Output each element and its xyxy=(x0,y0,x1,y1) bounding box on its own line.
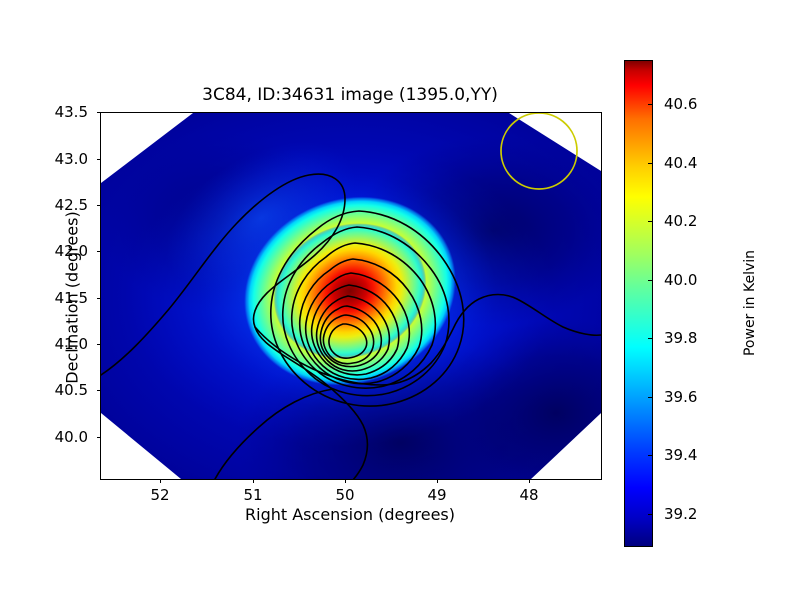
x-tick-label: 52 xyxy=(150,486,170,504)
colorbar-tick-label: 40.4 xyxy=(664,154,698,172)
x-tick-mark xyxy=(345,479,346,483)
colorbar-tick-mark xyxy=(648,338,652,339)
y-tick-label: 40.5 xyxy=(54,381,88,399)
image-plot-axes[interactable] xyxy=(100,112,602,480)
sky-image-map xyxy=(101,113,601,479)
y-tick-mark xyxy=(97,112,101,113)
y-axis-label: Declination (degrees) xyxy=(62,211,82,384)
colorbar-tick-mark xyxy=(648,455,652,456)
colorbar-tick-label: 40.6 xyxy=(664,95,698,113)
x-tick-mark xyxy=(437,479,438,483)
x-tick-label: 48 xyxy=(519,486,539,504)
colorbar-tick-mark xyxy=(648,280,652,281)
y-tick-mark xyxy=(97,437,101,438)
x-tick-label: 50 xyxy=(335,486,355,504)
page-title: 3C84, ID:34631 image (1395.0,YY) xyxy=(202,85,498,105)
x-tick-mark xyxy=(253,479,254,483)
y-tick-label: 40.0 xyxy=(54,428,88,446)
x-tick-mark xyxy=(529,479,530,483)
y-tick-label: 41.0 xyxy=(54,335,88,353)
y-tick-label: 43.5 xyxy=(54,103,88,121)
y-tick-mark xyxy=(97,298,101,299)
colorbar-tick-label: 39.4 xyxy=(664,446,698,464)
y-tick-label: 43.0 xyxy=(54,150,88,168)
colorbar-tick-mark xyxy=(648,104,652,105)
colorbar-tick-mark xyxy=(648,397,652,398)
colorbar-tick-label: 40.2 xyxy=(664,212,698,230)
colorbar-tick-mark xyxy=(648,221,652,222)
y-tick-mark xyxy=(97,251,101,252)
y-tick-mark xyxy=(97,205,101,206)
colorbar-tick-mark xyxy=(648,514,652,515)
y-tick-mark xyxy=(97,344,101,345)
y-tick-mark xyxy=(97,390,101,391)
colorbar-tick-mark xyxy=(648,163,652,164)
y-tick-label: 42.5 xyxy=(54,196,88,214)
y-tick-mark xyxy=(97,159,101,160)
colorbar-label: Power in Kelvin xyxy=(742,249,758,357)
x-axis-label: Right Ascension (degrees) xyxy=(245,505,455,524)
x-tick-mark xyxy=(160,479,161,483)
colorbar[interactable] xyxy=(624,60,653,547)
colorbar-tick-label: 39.8 xyxy=(664,329,698,347)
beam-circle-marker xyxy=(500,113,578,190)
y-tick-label: 42.0 xyxy=(54,242,88,260)
colorbar-tick-label: 40.0 xyxy=(664,271,698,289)
x-tick-label: 51 xyxy=(243,486,263,504)
colorbar-tick-label: 39.2 xyxy=(664,505,698,523)
colorbar-tick-label: 39.6 xyxy=(664,388,698,406)
y-tick-label: 41.5 xyxy=(54,289,88,307)
x-tick-label: 49 xyxy=(427,486,447,504)
